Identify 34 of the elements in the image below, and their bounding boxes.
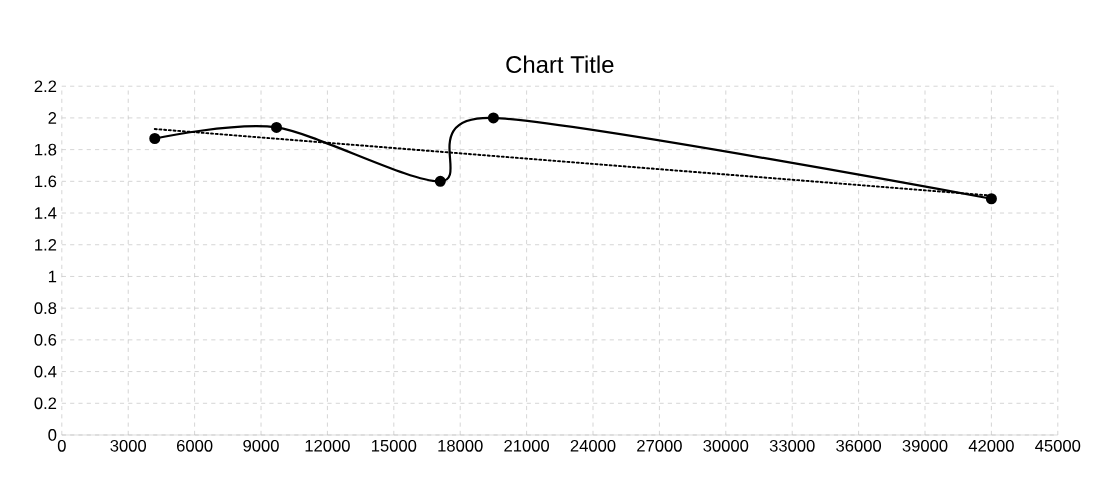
x-tick-label: 6000: [177, 439, 213, 452]
point: [270, 121, 283, 134]
x-tick-label: 21000: [504, 439, 550, 452]
y-tick-label: 0.2: [34, 397, 57, 410]
x-tick-label: 9000: [243, 439, 279, 452]
x-tick-label: 45000: [1035, 439, 1081, 452]
x-tick-label: 27000: [637, 439, 682, 452]
chart-title: Chart Title: [506, 55, 614, 74]
x-tick-label: 30000: [703, 439, 749, 452]
y-tick-label: 1.6: [35, 175, 57, 188]
x-tick-label: 12000: [305, 439, 350, 452]
x-tick-label: 24000: [570, 439, 616, 452]
y-tick-label: 2: [48, 112, 57, 124]
x-tick-label: 42000: [968, 439, 1014, 452]
x-tick-label: 36000: [836, 439, 882, 452]
point: [487, 112, 499, 124]
y-tick-label: 1.8: [35, 143, 57, 156]
x-tick-label: 39000: [902, 439, 948, 452]
point: [149, 133, 161, 145]
x-tick-label: 3000: [110, 439, 147, 452]
y-tick-label: 0.4: [34, 365, 57, 378]
y-tick-label: 2.2: [34, 80, 57, 93]
y-tick-label: 1: [48, 270, 57, 283]
x-tick-label: 0: [57, 439, 66, 452]
y-tick-label: 0.8: [34, 302, 57, 315]
x-tick-label: 18000: [438, 439, 483, 452]
y-tick-label: 1.2: [35, 239, 57, 251]
x-tick-label: 15000: [371, 439, 417, 452]
y-tick-label: 1.4: [35, 207, 57, 219]
point: [985, 193, 997, 205]
y-tick-label: 0.6: [34, 334, 57, 346]
point: [434, 175, 446, 187]
x-tick-label: 33000: [769, 439, 815, 452]
y-tick-label: 0: [48, 429, 57, 441]
